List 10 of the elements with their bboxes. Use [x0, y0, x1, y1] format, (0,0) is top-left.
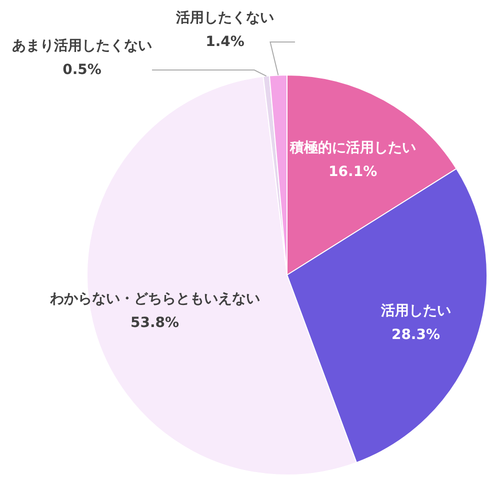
data-label: 1.4%: [206, 34, 244, 50]
data-label: 28.3%: [391, 326, 440, 343]
data-label: 16.1%: [328, 164, 378, 180]
slice-label: 活用したい: [380, 302, 451, 319]
data-label: 0.5%: [62, 62, 102, 78]
slice-label: 活用したくない: [175, 10, 274, 26]
slice-label: 積極的に活用したい: [288, 140, 416, 156]
slice-label: わからない・どちらともいえない: [48, 290, 260, 307]
slice-label: あまり活用したくない: [12, 38, 152, 54]
data-label: 53.8%: [130, 314, 180, 331]
